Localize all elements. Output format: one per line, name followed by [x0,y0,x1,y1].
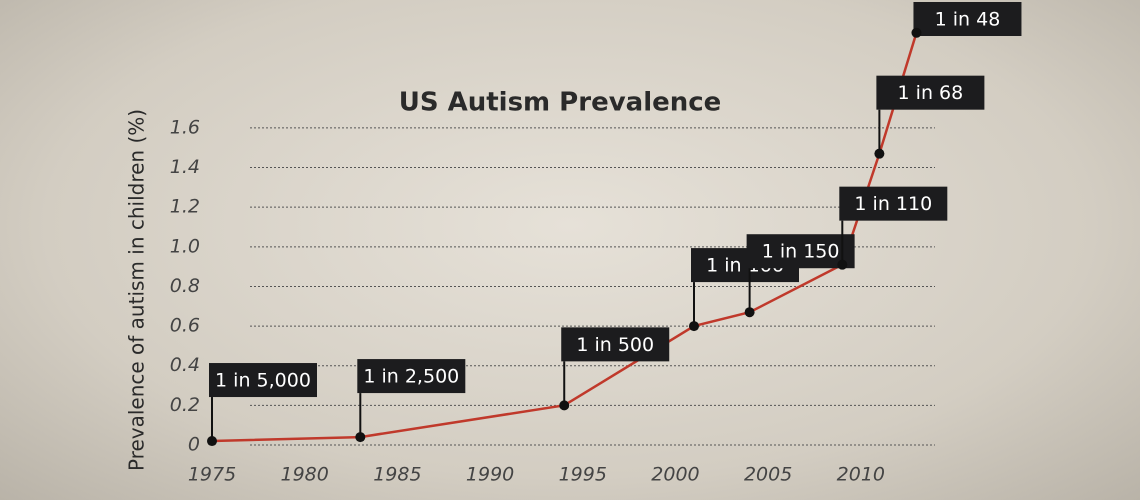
y-tick-label: 0.4 [170,354,200,376]
data-label: 1 in 500 [576,334,654,356]
x-tick-label: 2010 [837,464,885,486]
y-axis-label: Prevalence of autism in children (%) [125,109,149,471]
y-tick-label: 0 [188,434,200,456]
data-label: 1 in 5,000 [215,370,311,392]
data-label: 1 in 48 [935,9,1001,31]
x-tick-label: 1995 [559,464,607,486]
label-box [746,234,855,269]
point [744,307,755,318]
label-box [913,2,1022,36]
point [911,27,922,38]
data-label: 1 in 68 [898,82,964,104]
y-tick-label: 0.8 [170,275,200,297]
y-tick-label: 1.0 [170,235,200,257]
chart-title: US Autism Prevalence [399,88,722,118]
y-tick-label: 1.6 [170,116,200,138]
data-label: 1 in 150 [762,241,840,263]
y-tick-label: 0.6 [170,315,200,337]
point [207,436,217,447]
label-box [561,327,670,362]
y-tick-label: 0.2 [170,394,200,416]
point [837,259,848,270]
label-box [209,363,317,398]
point [689,321,699,332]
y-tick-label: 1.4 [170,156,200,178]
x-tick-label: 1990 [466,464,514,486]
data-label: 1 in 2,500 [363,366,459,388]
x-tick-label: 1975 [188,464,236,486]
x-tick-label: 2000 [651,464,699,486]
label-box [876,75,985,110]
point [355,432,366,443]
x-tick-label: 1985 [373,464,421,486]
point [874,148,885,159]
label-box [839,186,948,221]
y-tick-label: 1.2 [170,196,200,218]
x-tick-label: 1980 [281,464,329,486]
point [559,400,570,411]
x-tick-label: 2005 [744,464,792,486]
data-label: 1 in 110 [854,193,932,215]
line [211,32,918,443]
label-box [357,359,466,394]
